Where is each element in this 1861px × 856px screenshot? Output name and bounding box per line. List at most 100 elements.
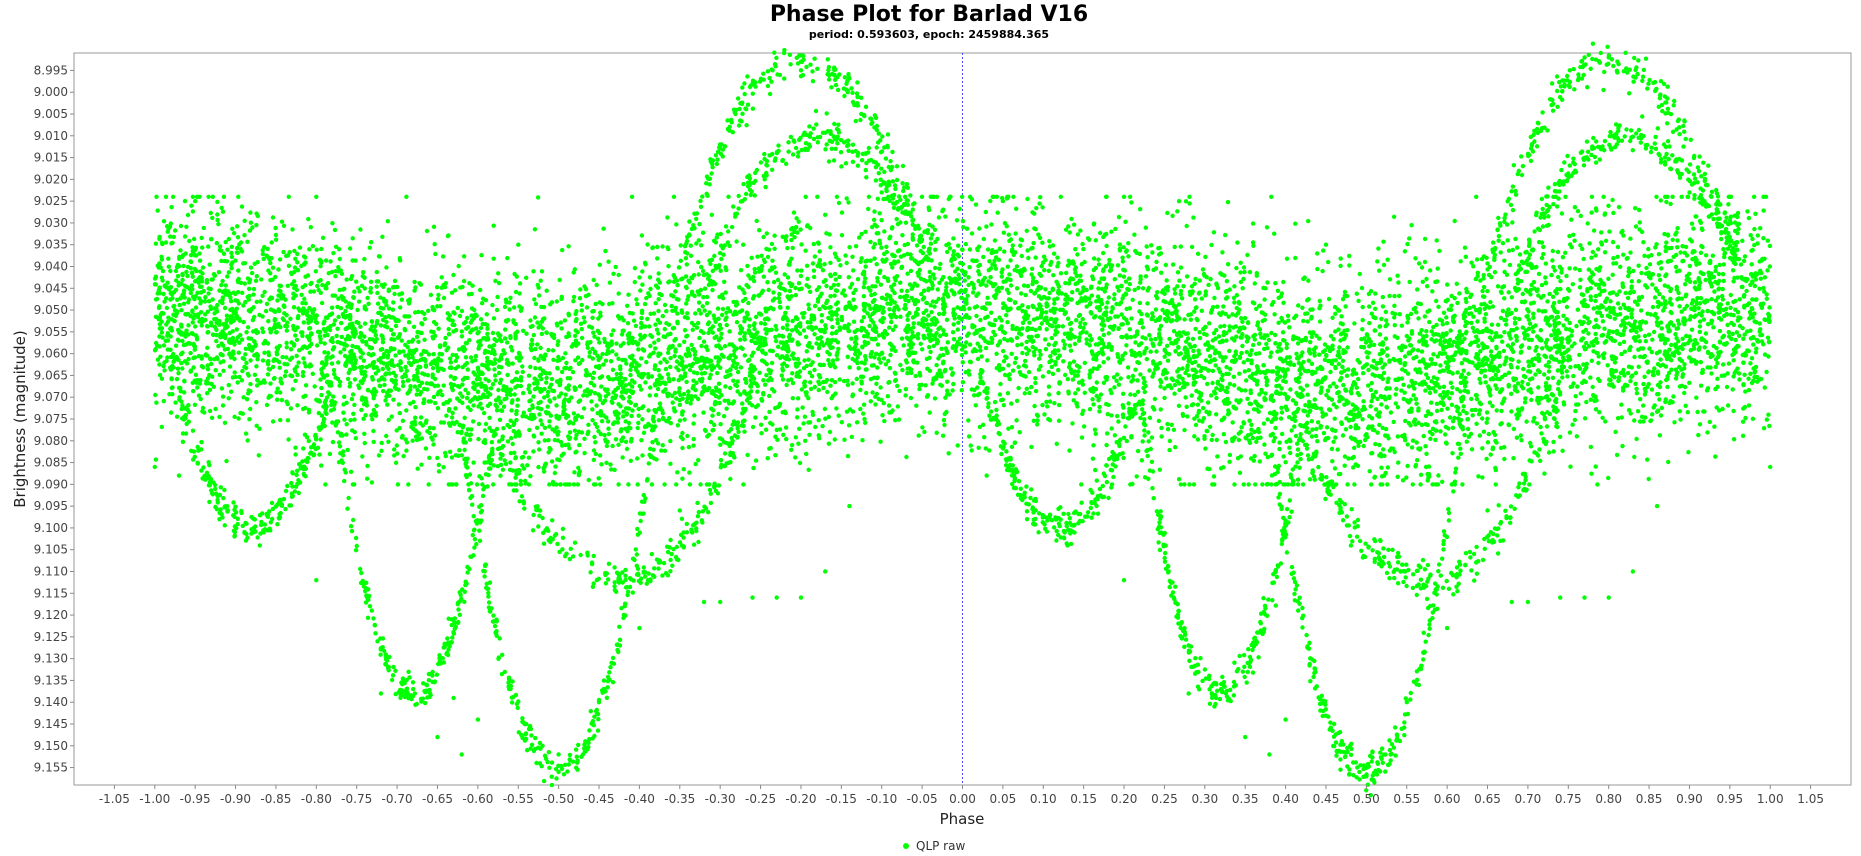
data-point — [1070, 421, 1075, 426]
data-point — [909, 214, 914, 219]
data-point — [240, 368, 245, 374]
data-point — [1352, 482, 1357, 487]
data-point — [1273, 332, 1278, 338]
data-point — [687, 363, 692, 368]
data-point — [722, 279, 727, 284]
data-point — [942, 411, 947, 417]
data-point — [194, 253, 199, 258]
data-point — [526, 455, 532, 460]
data-point — [199, 235, 204, 241]
data-point — [1251, 243, 1256, 248]
data-point — [1243, 435, 1248, 440]
data-point — [179, 360, 184, 366]
data-point — [579, 302, 584, 308]
data-point — [1586, 331, 1591, 336]
data-point — [219, 205, 224, 211]
data-point — [696, 272, 701, 277]
data-point — [715, 370, 720, 376]
data-point — [269, 255, 274, 261]
data-point — [816, 346, 822, 351]
data-point — [453, 406, 458, 411]
data-point — [1022, 358, 1028, 364]
data-point — [1273, 341, 1278, 346]
data-point — [817, 249, 822, 254]
data-point — [1498, 250, 1503, 255]
data-point — [1262, 297, 1267, 302]
data-point — [545, 393, 550, 399]
data-point — [1042, 412, 1047, 417]
data-point — [229, 244, 234, 249]
data-point — [870, 390, 875, 395]
data-point — [520, 369, 525, 375]
data-point — [1115, 413, 1120, 419]
data-point — [510, 379, 515, 384]
data-point — [1336, 308, 1342, 313]
data-point — [1011, 194, 1016, 199]
data-point — [877, 211, 882, 216]
data-point — [478, 325, 484, 331]
data-point — [869, 292, 874, 298]
data-point — [798, 273, 804, 279]
data-point — [917, 267, 922, 273]
data-point — [330, 439, 336, 445]
data-point — [1220, 250, 1225, 255]
data-point — [1164, 278, 1169, 283]
data-point — [628, 372, 633, 378]
data-point — [638, 288, 643, 293]
data-point — [199, 439, 204, 445]
data-point — [915, 331, 921, 337]
data-point — [1552, 268, 1558, 273]
data-point — [1725, 301, 1730, 306]
data-point — [155, 291, 160, 296]
data-point — [1666, 459, 1671, 465]
data-point — [1241, 360, 1247, 365]
data-point — [282, 361, 287, 367]
data-point — [1345, 345, 1350, 350]
data-point — [1185, 414, 1190, 419]
data-point — [168, 268, 173, 274]
data-point — [1239, 316, 1244, 321]
data-point — [1578, 277, 1583, 282]
data-point — [226, 396, 231, 401]
data-point — [1073, 391, 1078, 396]
data-point — [160, 268, 166, 274]
data-point — [805, 276, 810, 281]
data-point — [567, 419, 573, 425]
data-point — [1590, 249, 1596, 255]
data-point — [224, 317, 230, 322]
data-point — [1140, 411, 1146, 417]
data-point — [485, 331, 490, 337]
data-point — [1129, 200, 1134, 205]
data-point — [1657, 397, 1662, 402]
data-point — [1584, 399, 1589, 405]
data-point — [1142, 433, 1147, 438]
data-point — [254, 383, 260, 388]
data-point — [1005, 391, 1011, 396]
data-point — [455, 305, 460, 311]
data-point — [293, 445, 298, 450]
data-point — [1116, 288, 1122, 293]
data-point — [1487, 329, 1493, 334]
data-point — [1093, 238, 1099, 243]
data-point — [553, 464, 558, 469]
data-point — [724, 322, 729, 328]
data-point — [284, 399, 289, 404]
data-point — [1717, 328, 1723, 334]
data-point — [1052, 301, 1057, 306]
data-point — [306, 438, 311, 444]
data-point — [1673, 332, 1678, 337]
data-point — [1541, 251, 1546, 257]
data-point — [1670, 194, 1675, 199]
data-point — [1748, 361, 1753, 366]
data-point — [1284, 345, 1289, 351]
data-point — [843, 253, 848, 258]
data-point — [1149, 459, 1155, 464]
data-point — [445, 233, 451, 239]
data-point — [653, 322, 658, 327]
data-point — [307, 350, 312, 355]
data-point — [230, 308, 236, 313]
data-point — [1070, 290, 1075, 295]
data-point — [456, 263, 461, 269]
data-point — [485, 355, 490, 361]
data-point — [775, 277, 781, 283]
